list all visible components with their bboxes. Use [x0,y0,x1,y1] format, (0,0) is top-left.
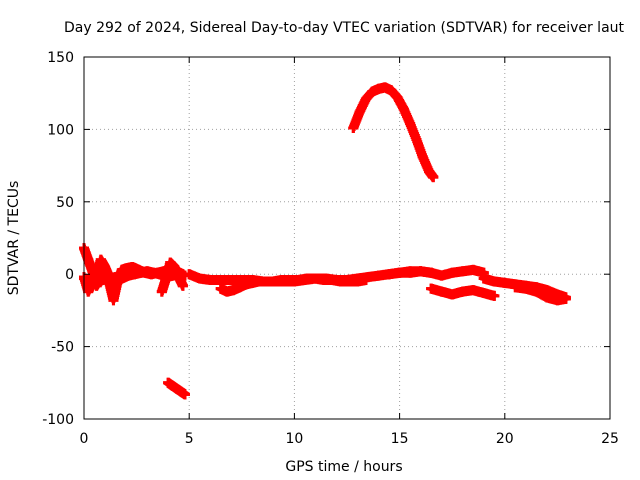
data-point [436,286,447,297]
data-point [302,273,313,284]
data-point [161,273,172,284]
data-point [268,276,279,287]
x-tick-label: 25 [601,431,619,447]
data-point [426,267,437,278]
grid [84,57,610,419]
data-point [520,283,531,294]
data-point [95,254,106,265]
data-point [478,288,489,299]
data-point [468,285,479,296]
y-tick-label: 100 [47,122,74,138]
data-point [259,276,270,287]
data-point [373,270,384,281]
data-point [447,267,458,278]
data-point [293,274,304,285]
data-point [354,107,365,118]
data-point [215,283,226,294]
x-tick-label: 15 [391,431,409,447]
data-point [489,290,500,301]
data-point [110,272,121,283]
data-point [335,276,346,287]
data-point [83,286,94,297]
y-tick-label: 0 [65,267,74,283]
data-point [394,267,405,278]
y-tick-label: -50 [51,340,74,356]
data-point [173,272,184,283]
data-point [510,282,521,293]
data-point [360,274,371,285]
data-point [436,270,447,281]
y-tick-label: -100 [42,412,74,428]
data-point [177,280,188,291]
plot-frame [83,56,611,420]
data-point [156,286,167,297]
data-point [428,172,439,183]
data-point [344,276,355,287]
data-point [228,285,239,296]
data-point [478,273,489,284]
data-points [79,82,571,400]
y-tick-label: 150 [47,50,74,66]
data-point [83,254,94,265]
data-point [360,93,371,104]
data-point [499,277,510,288]
data-point [457,286,468,297]
data-point [468,264,479,275]
data-point [392,92,403,103]
data-point [352,276,363,287]
data-point [184,269,195,280]
data-point [426,283,437,294]
data-point [276,274,287,285]
data-point [489,276,500,287]
data-point [169,261,180,272]
y-tick-label: 50 [56,195,74,211]
y-axis-label: SDTVAR / TECUs [6,181,22,296]
data-point [386,85,397,96]
data-point [541,292,552,303]
x-tick-label: 10 [285,431,303,447]
data-point [415,266,426,277]
data-point [405,266,416,277]
data-point [327,274,338,285]
data-point [194,273,205,284]
data-point [457,266,468,277]
data-point [384,269,395,280]
axis-ticks: 0 5 10 15 20 25 -100 -50 0 50 100 150 [42,50,619,447]
data-point [424,166,435,177]
data-point [310,273,321,284]
data-point [405,118,416,129]
x-tick-label: 20 [496,431,514,447]
data-point [379,82,390,93]
x-axis-label: GPS time / hours [285,459,402,475]
data-point [100,261,111,272]
data-point [226,274,237,285]
data-point [234,282,245,293]
data-point [367,86,378,97]
data-point [318,274,329,285]
data-point [552,295,563,306]
data-point [348,122,359,133]
data-point [205,274,216,285]
data-point [215,274,226,285]
data-point [285,274,296,285]
data-point [108,295,119,306]
data-point [411,134,422,145]
data-point [560,293,571,304]
chart-title: Day 292 of 2024, Sidereal Day-to-day VTE… [64,20,625,36]
data-point [447,289,458,300]
x-tick-label: 5 [185,431,194,447]
data-point [179,389,190,400]
data-point [531,286,542,297]
x-tick-label: 0 [80,431,89,447]
data-point [417,151,428,162]
data-point [398,104,409,115]
